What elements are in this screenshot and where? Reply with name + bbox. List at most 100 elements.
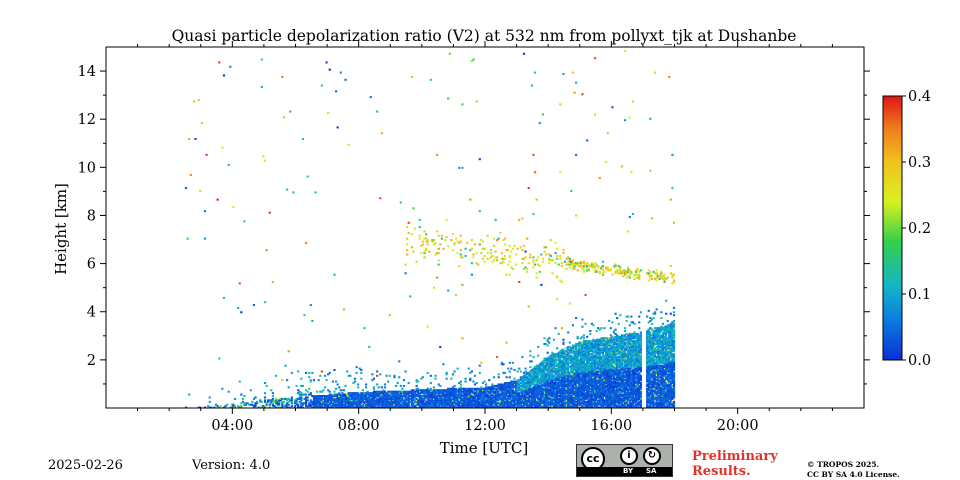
- heatmap-cell: [619, 396, 622, 399]
- heatmap-cell: [477, 396, 480, 399]
- heatmap-cell: [437, 406, 440, 408]
- heatmap-cell: [571, 367, 575, 370]
- heatmap-cell: [507, 402, 510, 405]
- heatmap-cell: [529, 377, 532, 380]
- heatmap-cell: [587, 361, 590, 364]
- heatmap-cell: [347, 400, 350, 403]
- heatmap-cell: [592, 399, 595, 402]
- heatmap-cell: [608, 343, 611, 346]
- heatmap-cell: [549, 360, 552, 363]
- heatmap-cell: [300, 377, 303, 380]
- heatmap-cell: [579, 357, 582, 360]
- heatmap-cell: [608, 360, 611, 363]
- heatmap-cell: [464, 389, 467, 392]
- heatmap-cell: [437, 392, 440, 395]
- heatmap-cell: [589, 345, 592, 348]
- heatmap-cell: [432, 243, 436, 246]
- heatmap-cell: [609, 376, 612, 379]
- heatmap-cell: [371, 393, 374, 396]
- heatmap-cell: [494, 393, 497, 396]
- heatmap-cell: [420, 406, 423, 408]
- heatmap-cell: [290, 400, 293, 403]
- heatmap-cell: [417, 402, 420, 405]
- heatmap-cell: [508, 382, 511, 385]
- heatmap-cell: [570, 387, 573, 390]
- heatmap-cell: [603, 384, 606, 387]
- heatmap-cell: [601, 354, 605, 357]
- heatmap-cell: [551, 392, 554, 395]
- heatmap-cell: [510, 393, 513, 396]
- heatmap-cell: [480, 361, 483, 364]
- heatmap-cell: [398, 400, 401, 403]
- heatmap-cell: [616, 356, 619, 359]
- heatmap-cell: [355, 402, 358, 405]
- heatmap-cell: [557, 369, 560, 372]
- heatmap-cell: [587, 364, 590, 367]
- heatmap-cell: [320, 399, 323, 402]
- heatmap-cell: [620, 379, 623, 382]
- heatmap-cell: [342, 399, 346, 402]
- heatmap-cell: [554, 405, 557, 408]
- heatmap-cell: [545, 384, 548, 387]
- heatmap-cell: [409, 392, 412, 395]
- heatmap-cell: [557, 354, 560, 357]
- heatmap-cell: [424, 390, 428, 393]
- heatmap-cell: [579, 390, 582, 393]
- heatmap-cell: [394, 405, 398, 408]
- heatmap-cell: [545, 393, 548, 396]
- heatmap-cell: [590, 348, 593, 351]
- heatmap-cell: [469, 393, 472, 396]
- heatmap-cell: [617, 376, 620, 379]
- heatmap-cell: [608, 341, 611, 344]
- heatmap-cell: [529, 405, 532, 408]
- heatmap-cell: [614, 338, 617, 341]
- heatmap-cell: [393, 402, 396, 405]
- heatmap-cell: [431, 403, 434, 406]
- heatmap-cell: [545, 357, 548, 360]
- heatmap-cell: [322, 395, 325, 398]
- heatmap-cell: [453, 406, 456, 408]
- heatmap-cell: [304, 402, 308, 405]
- heatmap-cell: [486, 395, 489, 398]
- heatmap-cell: [303, 402, 306, 405]
- heatmap-cell: [409, 400, 412, 403]
- heatmap-cell: [623, 338, 627, 341]
- heatmap-cell: [579, 406, 582, 408]
- heatmap-cell: [565, 377, 568, 380]
- heatmap-cell: [549, 387, 552, 390]
- heatmap-cell: [268, 399, 271, 402]
- heatmap-cell: [334, 405, 338, 408]
- heatmap-cell: [556, 406, 559, 408]
- heatmap-cell: [368, 396, 371, 399]
- heatmap-cell: [287, 397, 290, 400]
- heatmap-cell: [537, 397, 540, 400]
- heatmap-cell: [608, 354, 611, 357]
- heatmap-cell: [341, 400, 344, 403]
- heatmap-cell: [557, 392, 560, 395]
- heatmap-cell: [567, 364, 570, 367]
- heatmap-cell: [516, 405, 519, 408]
- heatmap-cell: [513, 369, 516, 372]
- heatmap-cell: [587, 399, 590, 402]
- heatmap-cell: [598, 366, 601, 369]
- heatmap-cell: [271, 280, 274, 283]
- heatmap-cell: [571, 350, 575, 353]
- heatmap-cell: [530, 402, 533, 405]
- heatmap-cell: [330, 397, 333, 400]
- heatmap-cell: [518, 403, 521, 406]
- heatmap-cell: [545, 379, 548, 382]
- heatmap-cell: [388, 406, 391, 408]
- heatmap-cell: [398, 360, 401, 363]
- heatmap-cell: [355, 406, 358, 408]
- heatmap-cell: [570, 399, 573, 402]
- heatmap-cell: [426, 395, 429, 398]
- heatmap-cell: [576, 386, 579, 389]
- heatmap-cell: [483, 400, 486, 403]
- heatmap-cell: [295, 397, 298, 400]
- heatmap-cell: [573, 356, 576, 359]
- heatmap-cell: [541, 379, 545, 382]
- heatmap-cell: [584, 356, 587, 359]
- heatmap-cell: [537, 403, 540, 406]
- heatmap-cell: [598, 393, 601, 396]
- heatmap-cell: [593, 357, 597, 360]
